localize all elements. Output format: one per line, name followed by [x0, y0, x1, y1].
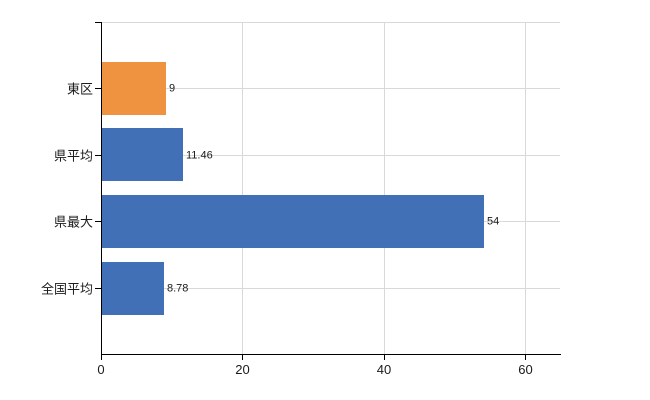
- x-tick-label: 40: [376, 362, 392, 377]
- x-axis-tick: [101, 354, 102, 360]
- x-axis-line: [101, 354, 561, 355]
- category-label: 東区: [66, 81, 93, 97]
- gridline-h: [101, 88, 560, 89]
- gridline-v: [383, 22, 385, 354]
- category-label: 県平均: [53, 148, 93, 164]
- gridline-h: [101, 154, 560, 156]
- x-tick-label: 60: [518, 362, 533, 377]
- gridline-v: [242, 22, 244, 354]
- y-axis-tick: [95, 221, 101, 223]
- bar-value-label: 9: [169, 82, 176, 95]
- y-axis-tick: [95, 154, 101, 156]
- y-axis-tick: [95, 88, 101, 89]
- x-axis-tick: [525, 354, 527, 360]
- y-axis-line: [101, 22, 102, 354]
- x-axis-tick: [383, 354, 385, 360]
- category-label: 県最大: [53, 214, 93, 230]
- x-tick-label: 0: [97, 362, 105, 377]
- bar-value-label: 54: [487, 215, 500, 228]
- category-label: 全国平均: [40, 281, 93, 297]
- y-axis-tick: [95, 288, 101, 289]
- plot-top-border: [101, 22, 560, 23]
- bar: [102, 261, 164, 315]
- y-axis-top-tick: [95, 22, 101, 23]
- x-tick-label: 20: [235, 362, 250, 377]
- x-axis-tick: [242, 354, 244, 360]
- bar: [102, 128, 183, 182]
- gridline-h: [101, 288, 560, 289]
- bar-value-label: 8.78: [167, 282, 189, 295]
- gridline-v: [525, 22, 527, 354]
- bar-value-label: 11.46: [186, 149, 213, 162]
- bar: [102, 61, 166, 115]
- bar: [102, 194, 484, 248]
